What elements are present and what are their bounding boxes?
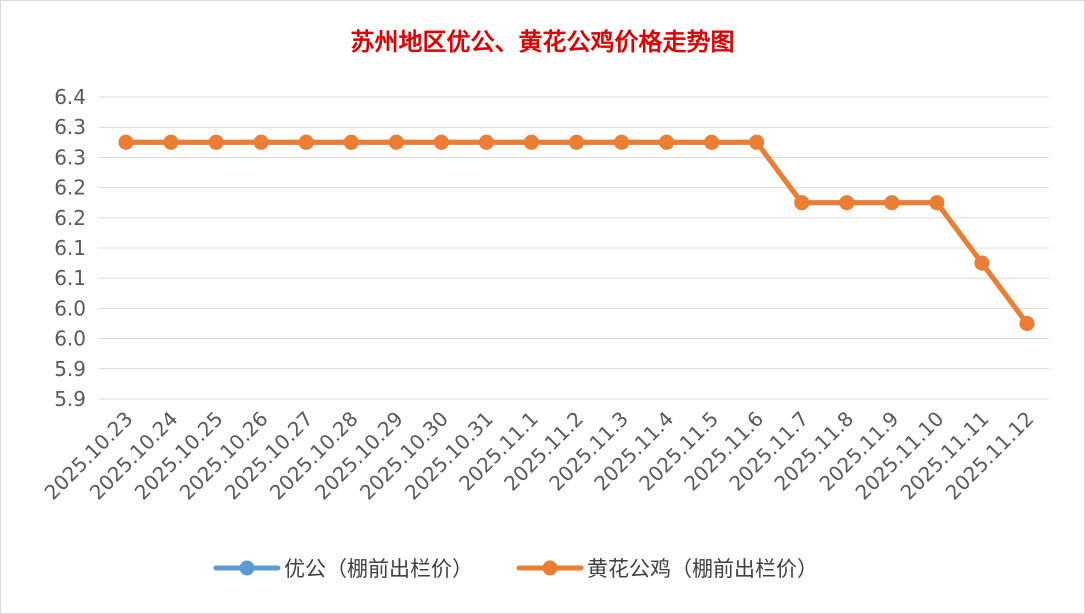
- data-point: [343, 134, 359, 150]
- series-2: [118, 134, 1035, 331]
- y-tick-label: 6.2: [54, 206, 86, 230]
- data-point: [884, 195, 900, 211]
- series-lines: [118, 134, 1035, 331]
- data-point: [1019, 316, 1035, 331]
- data-point: [478, 134, 494, 150]
- y-tick-label: 6.1: [54, 266, 86, 290]
- data-point: [298, 134, 314, 150]
- legend-item-2: 黄花公鸡（棚前出栏价）: [516, 557, 818, 581]
- y-tick-label: 6.1: [54, 236, 86, 260]
- data-point: [433, 134, 449, 150]
- x-axis-ticks: 2025.10.232025.10.242025.10.252025.10.26…: [40, 407, 1039, 505]
- data-point: [794, 195, 810, 211]
- y-tick-label: 6.0: [54, 296, 86, 320]
- data-point: [388, 134, 404, 150]
- legend-label: 优公（棚前出栏价）: [284, 557, 473, 581]
- data-point: [704, 134, 720, 150]
- y-tick-label: 5.9: [54, 357, 86, 381]
- data-point: [163, 134, 179, 150]
- data-point: [253, 134, 269, 150]
- series-line: [123, 139, 1030, 326]
- data-point: [569, 134, 584, 150]
- gridlines: [99, 96, 1049, 400]
- series-1: [118, 134, 1035, 331]
- y-tick-label: 6.2: [54, 176, 86, 200]
- data-point: [974, 255, 990, 271]
- data-point: [929, 195, 945, 211]
- y-tick-label: 6.3: [54, 145, 86, 169]
- series-line: [123, 139, 1030, 326]
- data-point: [118, 134, 134, 150]
- legend-item-1: 优公（棚前出栏价）: [213, 557, 473, 581]
- data-point: [208, 134, 224, 150]
- y-tick-label: 6.3: [54, 115, 86, 139]
- legend-marker: [239, 560, 255, 576]
- chart-title: 苏州地区优公、黄花公鸡价格走势图: [350, 27, 735, 56]
- legend-label: 黄花公鸡（棚前出栏价）: [587, 557, 818, 581]
- y-tick-label: 5.9: [54, 387, 86, 411]
- data-point: [839, 195, 855, 211]
- legend: 优公（棚前出栏价） 黄花公鸡（棚前出栏价）: [213, 557, 818, 581]
- y-axis-ticks: 5.9 5.9 6.0 6.0 6.1 6.1 6.2 6.2 6.3 6.3 6.4: [54, 85, 86, 411]
- data-point: [749, 134, 765, 150]
- data-point: [659, 134, 675, 150]
- y-tick-label: 6.4: [54, 85, 86, 109]
- data-point: [614, 134, 630, 150]
- data-point: [523, 134, 539, 150]
- y-tick-label: 6.0: [54, 327, 86, 351]
- legend-marker: [542, 560, 558, 576]
